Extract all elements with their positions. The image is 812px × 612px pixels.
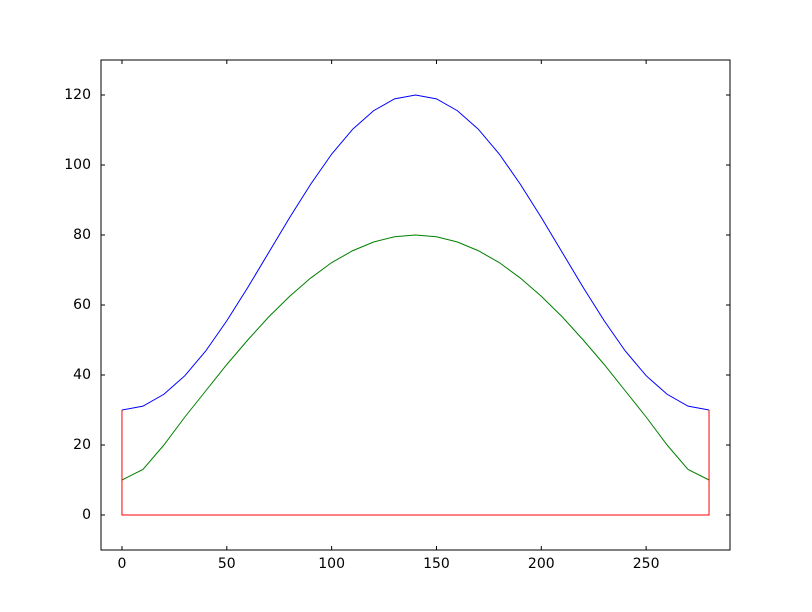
y-tick-label: 100 [64, 157, 91, 173]
plot-frame [100, 59, 731, 551]
data-line [121, 234, 710, 481]
x-tick-label: 150 [423, 556, 450, 572]
y-tick-label: 40 [73, 367, 91, 383]
data-line [121, 94, 710, 411]
x-tick-label: 250 [633, 556, 660, 572]
y-tick-label: 80 [73, 227, 91, 243]
y-tick-label: 60 [73, 297, 91, 313]
data-line [121, 410, 710, 516]
y-tick-label: 0 [82, 507, 91, 523]
y-tick-label: 120 [64, 87, 91, 103]
x-tick-label: 200 [528, 556, 555, 572]
x-tick-label: 0 [118, 556, 127, 572]
x-tick-label: 50 [218, 556, 236, 572]
x-tick-label: 100 [318, 556, 345, 572]
y-tick-label: 20 [73, 437, 91, 453]
